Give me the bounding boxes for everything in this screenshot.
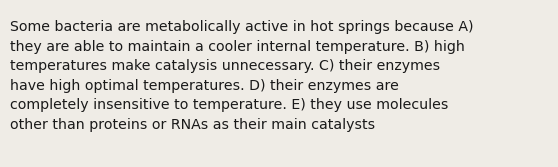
Text: Some bacteria are metabolically active in hot springs because A)
they are able t: Some bacteria are metabolically active i… [10,20,474,132]
